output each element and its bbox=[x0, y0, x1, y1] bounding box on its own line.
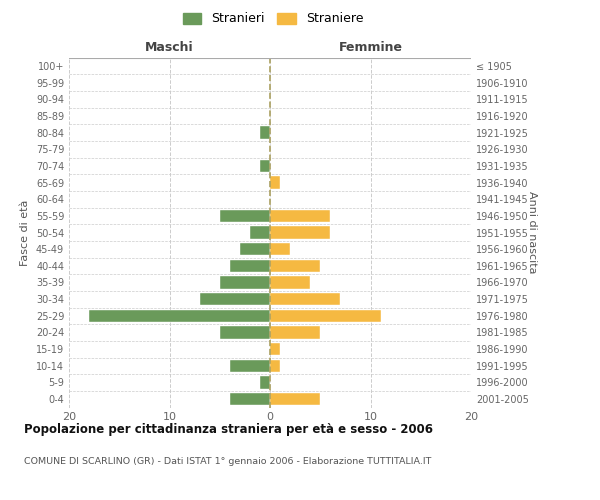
Bar bbox=[270, 343, 280, 355]
Bar bbox=[230, 260, 270, 272]
Bar bbox=[89, 310, 270, 322]
Bar bbox=[270, 210, 331, 222]
Bar bbox=[240, 243, 270, 256]
Bar bbox=[270, 226, 331, 239]
Bar bbox=[270, 276, 310, 289]
Bar bbox=[270, 293, 340, 306]
Bar bbox=[260, 160, 270, 172]
Bar bbox=[270, 326, 320, 339]
Bar bbox=[270, 260, 320, 272]
Text: COMUNE DI SCARLINO (GR) - Dati ISTAT 1° gennaio 2006 - Elaborazione TUTTITALIA.I: COMUNE DI SCARLINO (GR) - Dati ISTAT 1° … bbox=[24, 458, 431, 466]
Bar bbox=[270, 176, 280, 189]
Text: Maschi: Maschi bbox=[145, 41, 194, 54]
Bar bbox=[270, 393, 320, 406]
Bar bbox=[200, 293, 270, 306]
Y-axis label: Fasce di età: Fasce di età bbox=[20, 200, 30, 266]
Text: Popolazione per cittadinanza straniera per età e sesso - 2006: Popolazione per cittadinanza straniera p… bbox=[24, 422, 433, 436]
Bar bbox=[230, 393, 270, 406]
Bar bbox=[220, 326, 270, 339]
Bar bbox=[260, 376, 270, 389]
Bar bbox=[220, 276, 270, 289]
Text: Femmine: Femmine bbox=[338, 41, 403, 54]
Bar bbox=[270, 360, 280, 372]
Bar bbox=[270, 310, 380, 322]
Bar bbox=[220, 210, 270, 222]
Bar bbox=[250, 226, 270, 239]
Bar bbox=[270, 243, 290, 256]
Bar bbox=[230, 360, 270, 372]
Bar bbox=[260, 126, 270, 139]
Y-axis label: Anni di nascita: Anni di nascita bbox=[527, 191, 537, 274]
Legend: Stranieri, Straniere: Stranieri, Straniere bbox=[179, 8, 367, 29]
